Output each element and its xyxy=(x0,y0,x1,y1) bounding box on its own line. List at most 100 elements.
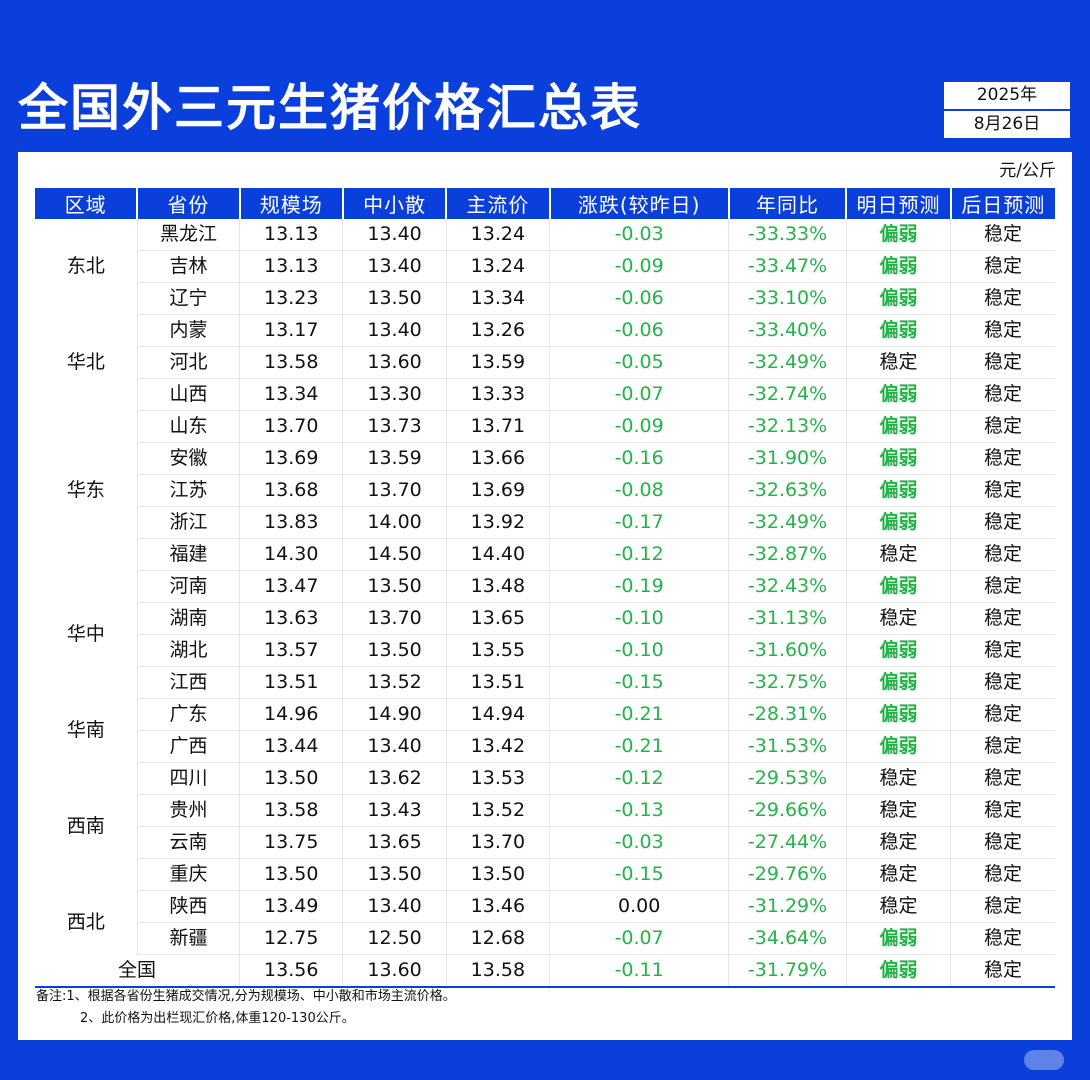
cell-large-farm: 13.68 xyxy=(239,474,344,507)
cell-large-farm: 13.13 xyxy=(239,250,344,283)
table-row: 西北 陕西 13.49 13.40 13.46 0.00 -31.29% 稳定 稳定 xyxy=(35,890,1055,955)
cell-small-farm: 13.73 xyxy=(342,410,447,443)
cell-main-price: 13.42 xyxy=(446,730,551,763)
cell-province: 四川 xyxy=(137,762,241,795)
cell-yoy: -31.90% xyxy=(728,442,847,475)
cell-small-farm: 14.50 xyxy=(342,538,447,571)
cell-change: -0.10 xyxy=(549,602,730,635)
header-tomorrow: 明日预测 xyxy=(846,188,952,219)
cell-forecast-after: 稳定 xyxy=(950,730,1055,763)
cell-forecast-tomorrow: 偏弱 xyxy=(846,954,952,988)
cell-main-price: 13.65 xyxy=(446,602,551,635)
cell-province: 福建 xyxy=(137,538,241,571)
cell-main-price: 13.34 xyxy=(446,282,551,315)
cell-large-farm: 13.23 xyxy=(239,282,344,315)
cell-large-farm: 13.51 xyxy=(239,666,344,699)
cell-large-farm: 13.58 xyxy=(239,794,344,827)
cell-change: -0.06 xyxy=(549,314,730,347)
cell-yoy: -29.53% xyxy=(728,762,847,795)
cell-small-farm: 13.65 xyxy=(342,826,447,859)
cell-main-price: 13.58 xyxy=(446,954,551,988)
cell-yoy: -31.60% xyxy=(728,634,847,667)
cell-province: 内蒙 xyxy=(137,314,241,347)
table-row: 西南 四川 13.50 13.62 13.53 -0.12 -29.53% 稳定 稳定 xyxy=(35,762,1055,891)
cell-province: 江苏 xyxy=(137,474,241,507)
cell-large-farm: 13.57 xyxy=(239,634,344,667)
cell-forecast-tomorrow: 偏弱 xyxy=(846,922,952,955)
cell-region: 华南 xyxy=(35,698,138,763)
cell-small-farm: 13.40 xyxy=(342,250,447,283)
cell-small-farm: 13.50 xyxy=(342,282,447,315)
cell-forecast-after: 稳定 xyxy=(950,858,1055,891)
cell-province: 辽宁 xyxy=(137,282,241,315)
cell-small-farm: 13.60 xyxy=(342,346,447,379)
cell-forecast-tomorrow: 偏弱 xyxy=(846,410,952,443)
cell-region: 西南 xyxy=(35,762,138,891)
table-row: 浙江 13.83 14.00 13.92 -0.17 -32.49% 偏弱 稳定 xyxy=(35,506,1055,539)
table-row: 华东 山东 13.70 13.73 13.71 -0.09 -32.13% 偏弱 稳定 xyxy=(35,410,1055,571)
cell-small-farm: 13.40 xyxy=(342,890,447,923)
cell-yoy: -32.75% xyxy=(728,666,847,699)
table-row: 湖北 13.57 13.50 13.55 -0.10 -31.60% 偏弱 稳定 xyxy=(35,634,1055,667)
cell-yoy: -32.49% xyxy=(728,346,847,379)
cell-large-farm: 13.34 xyxy=(239,378,344,411)
cell-large-farm: 13.83 xyxy=(239,506,344,539)
cell-forecast-after: 稳定 xyxy=(950,378,1055,411)
cell-large-farm: 13.50 xyxy=(239,762,344,795)
header-change: 涨跌(较昨日) xyxy=(549,188,730,219)
cell-main-price: 13.71 xyxy=(446,410,551,443)
cell-forecast-after: 稳定 xyxy=(950,666,1055,699)
cell-small-farm: 13.70 xyxy=(342,602,447,635)
cell-forecast-after: 稳定 xyxy=(950,442,1055,475)
cell-forecast-tomorrow: 稳定 xyxy=(846,826,952,859)
cell-large-farm: 13.56 xyxy=(239,954,344,988)
table-row: 华中 河南 13.47 13.50 13.48 -0.19 -32.43% 偏弱 稳定 xyxy=(35,570,1055,699)
cell-large-farm: 14.30 xyxy=(239,538,344,571)
cell-forecast-after: 稳定 xyxy=(950,474,1055,507)
table-row: 安徽 13.69 13.59 13.66 -0.16 -31.90% 偏弱 稳定 xyxy=(35,442,1055,475)
cell-province: 黑龙江 xyxy=(137,219,241,251)
cell-forecast-after: 稳定 xyxy=(950,250,1055,283)
cell-province: 河南 xyxy=(137,570,241,603)
table-row: 贵州 13.58 13.43 13.52 -0.13 -29.66% 稳定 稳定 xyxy=(35,794,1055,827)
date-year: 2025年 xyxy=(976,85,1038,105)
cell-forecast-tomorrow: 偏弱 xyxy=(846,730,952,763)
cell-change: -0.17 xyxy=(549,506,730,539)
national-label: 全国 xyxy=(35,954,241,988)
table-row: 山西 13.34 13.30 13.33 -0.07 -32.74% 偏弱 稳定 xyxy=(35,378,1055,411)
cell-main-price: 13.70 xyxy=(446,826,551,859)
cell-region: 华东 xyxy=(35,410,138,571)
cell-forecast-tomorrow: 偏弱 xyxy=(846,219,952,251)
cell-main-price: 13.24 xyxy=(446,219,551,251)
cell-forecast-after: 稳定 xyxy=(950,410,1055,443)
table-row: 广西 13.44 13.40 13.42 -0.21 -31.53% 偏弱 稳定 xyxy=(35,730,1055,763)
cell-change: -0.03 xyxy=(549,219,730,251)
cell-forecast-after: 稳定 xyxy=(950,922,1055,955)
cell-province: 江西 xyxy=(137,666,241,699)
cell-main-price: 13.50 xyxy=(446,858,551,891)
cell-forecast-after: 稳定 xyxy=(950,762,1055,795)
cell-yoy: -33.10% xyxy=(728,282,847,315)
cell-small-farm: 13.40 xyxy=(342,314,447,347)
cell-change: -0.21 xyxy=(549,698,730,731)
cell-small-farm: 13.40 xyxy=(342,730,447,763)
cell-forecast-tomorrow: 偏弱 xyxy=(846,634,952,667)
cell-province: 湖北 xyxy=(137,634,241,667)
cell-province: 山东 xyxy=(137,410,241,443)
cell-yoy: -31.13% xyxy=(728,602,847,635)
cell-large-farm: 13.50 xyxy=(239,858,344,891)
header-after-tomorrow: 后日预测 xyxy=(950,188,1055,219)
table-row: 华北 内蒙 13.17 13.40 13.26 -0.06 -33.40% 偏弱 稳定 xyxy=(35,314,1055,411)
cell-yoy: -29.76% xyxy=(728,858,847,891)
cell-forecast-after: 稳定 xyxy=(950,826,1055,859)
cell-forecast-after: 稳定 xyxy=(950,506,1055,539)
cell-forecast-after: 稳定 xyxy=(950,219,1055,251)
cell-small-farm: 13.59 xyxy=(342,442,447,475)
header-region: 区域 xyxy=(35,188,139,219)
unit-label: 元/公斤 xyxy=(999,161,1056,181)
cell-change: -0.12 xyxy=(549,762,730,795)
cell-change: -0.08 xyxy=(549,474,730,507)
cell-yoy: -32.87% xyxy=(728,538,847,571)
cell-change: -0.07 xyxy=(549,378,730,411)
cell-province: 云南 xyxy=(137,826,241,859)
